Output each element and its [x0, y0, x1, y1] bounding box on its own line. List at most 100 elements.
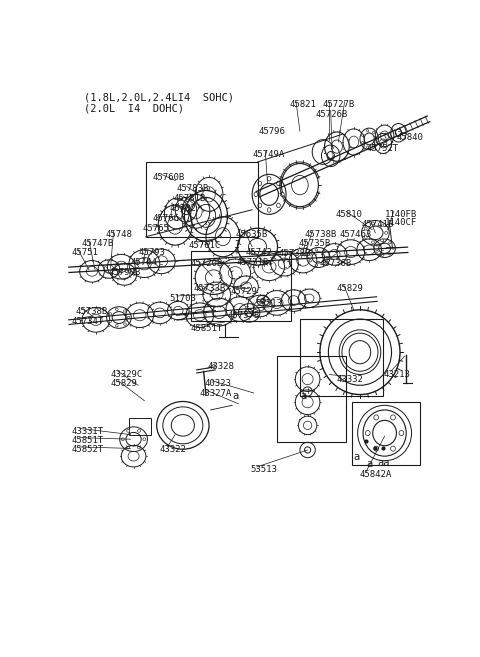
- Text: 45781B: 45781B: [174, 194, 206, 203]
- Ellipse shape: [267, 177, 271, 181]
- Ellipse shape: [381, 224, 384, 227]
- Ellipse shape: [364, 227, 367, 230]
- Ellipse shape: [276, 181, 280, 185]
- Text: 45742: 45742: [246, 248, 273, 258]
- Ellipse shape: [374, 446, 379, 451]
- Ellipse shape: [362, 141, 364, 144]
- Text: 45720B: 45720B: [191, 259, 223, 268]
- Ellipse shape: [365, 430, 370, 436]
- Text: 45735B: 45735B: [299, 239, 331, 248]
- Text: a: a: [366, 459, 372, 469]
- Text: 45829: 45829: [336, 284, 363, 292]
- Text: 45783B: 45783B: [177, 185, 209, 193]
- Ellipse shape: [389, 253, 391, 255]
- Ellipse shape: [137, 430, 141, 432]
- Ellipse shape: [372, 131, 375, 133]
- Text: 43213: 43213: [383, 370, 410, 379]
- Ellipse shape: [372, 241, 374, 244]
- Text: 45744: 45744: [131, 258, 157, 267]
- Text: 43332: 43332: [337, 374, 364, 384]
- Ellipse shape: [309, 253, 312, 255]
- Ellipse shape: [109, 320, 112, 323]
- Ellipse shape: [116, 325, 118, 327]
- Text: 45796: 45796: [258, 127, 285, 135]
- Ellipse shape: [382, 240, 384, 242]
- Text: 45821: 45821: [289, 101, 316, 110]
- Ellipse shape: [315, 249, 318, 251]
- Ellipse shape: [375, 138, 377, 140]
- Text: 45738B: 45738B: [75, 307, 108, 316]
- Text: 4333IT: 4333IT: [72, 427, 104, 436]
- Text: 45738B: 45738B: [304, 230, 337, 238]
- Ellipse shape: [267, 208, 271, 212]
- Text: 45726B: 45726B: [315, 110, 348, 119]
- Ellipse shape: [323, 250, 325, 252]
- Ellipse shape: [309, 260, 312, 262]
- Bar: [191, 252, 291, 321]
- Ellipse shape: [367, 129, 369, 132]
- Text: 51703: 51703: [169, 294, 196, 304]
- Text: 45747B: 45747B: [81, 239, 113, 248]
- Text: 45736B: 45736B: [319, 259, 351, 268]
- Text: 45751: 45751: [72, 248, 99, 258]
- Text: 45737B: 45737B: [228, 311, 260, 321]
- Text: 53513: 53513: [255, 299, 282, 308]
- Ellipse shape: [376, 250, 378, 252]
- Ellipse shape: [127, 446, 130, 449]
- Text: 45729: 45729: [230, 286, 257, 296]
- Text: 1140CF: 1140CF: [384, 218, 417, 227]
- Ellipse shape: [362, 134, 364, 137]
- Ellipse shape: [392, 247, 394, 249]
- Ellipse shape: [123, 323, 126, 325]
- Text: 45782: 45782: [169, 204, 196, 214]
- Text: a: a: [300, 392, 306, 401]
- Text: 45790B: 45790B: [109, 268, 141, 277]
- Ellipse shape: [143, 438, 146, 441]
- Text: (1.8L,2.0L,2.4LI4  SOHC): (1.8L,2.0L,2.4LI4 SOHC): [84, 93, 234, 102]
- Text: 45851T: 45851T: [72, 436, 104, 445]
- Ellipse shape: [116, 308, 118, 311]
- Text: 45738B: 45738B: [278, 249, 311, 258]
- Ellipse shape: [258, 203, 262, 208]
- Text: 45731B: 45731B: [237, 258, 269, 267]
- Ellipse shape: [258, 181, 262, 185]
- Ellipse shape: [389, 242, 391, 244]
- Text: 45733B: 45733B: [193, 284, 226, 292]
- Text: aa: aa: [377, 458, 389, 468]
- Text: 45766: 45766: [152, 214, 179, 223]
- Ellipse shape: [372, 145, 375, 147]
- Bar: [146, 162, 258, 237]
- Ellipse shape: [364, 236, 367, 238]
- Ellipse shape: [384, 231, 388, 234]
- Ellipse shape: [127, 430, 130, 432]
- Text: 1140FB: 1140FB: [384, 210, 417, 219]
- Text: 45727B: 45727B: [323, 101, 355, 110]
- Text: 45793: 45793: [138, 248, 165, 258]
- Bar: [300, 319, 383, 396]
- Text: 45829: 45829: [110, 379, 137, 388]
- Ellipse shape: [315, 264, 318, 266]
- Ellipse shape: [372, 222, 374, 225]
- Text: 45840: 45840: [396, 133, 423, 142]
- Text: 45748: 45748: [106, 230, 133, 238]
- Ellipse shape: [367, 146, 369, 148]
- Text: 43328: 43328: [207, 362, 234, 371]
- Ellipse shape: [374, 415, 379, 420]
- Bar: [352, 402, 420, 465]
- Bar: [129, 418, 151, 434]
- Text: 45851T: 45851T: [191, 324, 223, 332]
- Ellipse shape: [391, 415, 396, 420]
- Ellipse shape: [276, 203, 280, 208]
- Ellipse shape: [381, 239, 384, 242]
- Ellipse shape: [123, 310, 126, 312]
- Ellipse shape: [382, 254, 384, 256]
- Ellipse shape: [121, 438, 124, 441]
- Text: 45842A: 45842A: [360, 470, 392, 479]
- Text: 45741B: 45741B: [361, 219, 394, 229]
- Ellipse shape: [109, 313, 112, 315]
- Ellipse shape: [280, 192, 284, 196]
- Ellipse shape: [376, 244, 378, 246]
- Text: 45734T: 45734T: [72, 317, 104, 326]
- Ellipse shape: [254, 192, 258, 196]
- Ellipse shape: [391, 446, 396, 451]
